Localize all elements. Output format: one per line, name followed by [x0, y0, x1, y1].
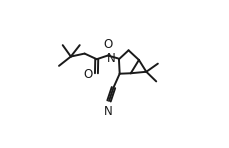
Text: O: O [83, 67, 92, 81]
Text: N: N [104, 105, 113, 118]
Text: N: N [106, 52, 115, 65]
Text: O: O [104, 38, 113, 51]
